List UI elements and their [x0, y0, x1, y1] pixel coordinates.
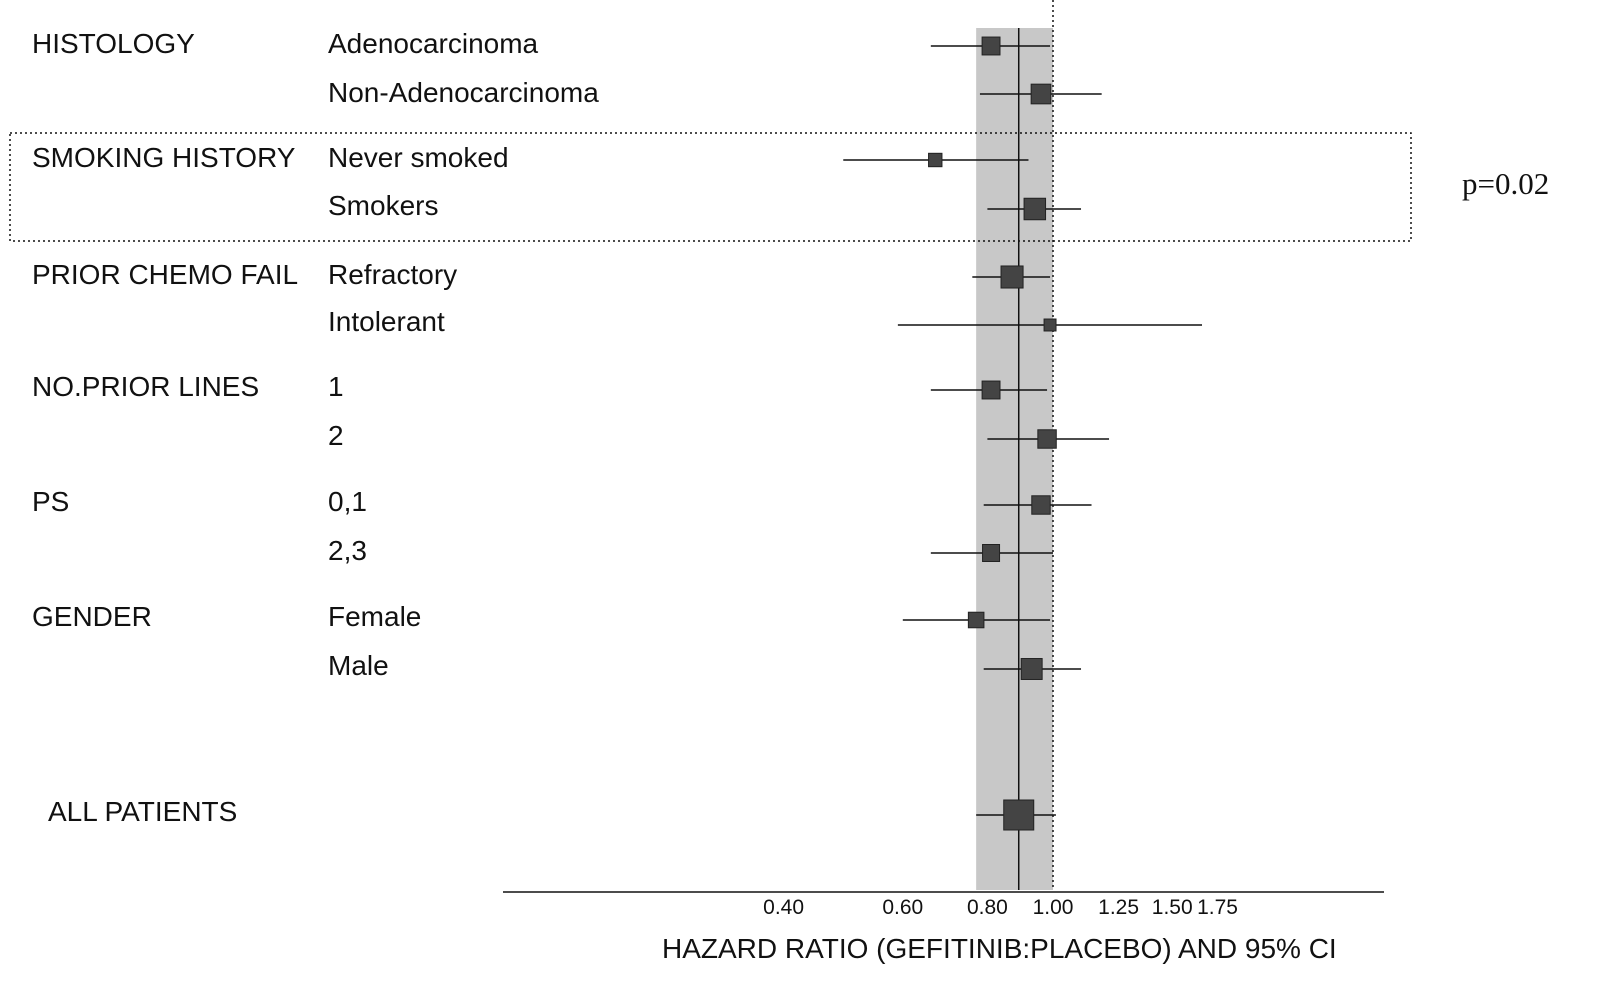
subgroup-label: 0,1	[328, 486, 367, 517]
subgroup-label: Adenocarcinoma	[328, 28, 539, 59]
x-axis-title: HAZARD RATIO (GEFITINIB:PLACEBO) AND 95%…	[662, 933, 1337, 964]
group-label-no-prior-lines: NO.PRIOR LINES	[32, 371, 260, 402]
x-tick-label: 0.80	[967, 896, 1008, 919]
hr-marker	[928, 152, 943, 168]
overall-label: ALL PATIENTS	[48, 796, 238, 827]
x-tick-label: 1.25	[1098, 896, 1139, 919]
subgroup-label: Non-Adenocarcinoma	[328, 77, 599, 108]
hr-marker	[1030, 83, 1052, 105]
subgroup-label: Female	[328, 601, 422, 632]
overall-hr-marker	[1003, 799, 1035, 831]
group-label-prior-chemo-fail: PRIOR CHEMO FAIL	[32, 259, 299, 290]
x-tick-label: 0.40	[763, 896, 804, 919]
subgroup-label: Smokers	[328, 190, 439, 221]
group-label-smoking-history: SMOKING HISTORY	[32, 142, 296, 173]
hr-marker	[1023, 197, 1047, 221]
hr-marker	[981, 36, 1001, 56]
subgroup-label: 2,3	[328, 535, 367, 566]
hr-marker	[1000, 265, 1024, 289]
p-value-smoking: p=0.02	[1462, 166, 1550, 201]
subgroup-label: Male	[328, 650, 389, 681]
highlight-box	[9, 132, 1412, 242]
x-tick-label: 1.50	[1152, 896, 1193, 919]
x-tick-label: 1.00	[1033, 896, 1074, 919]
x-tick-label: 1.75	[1197, 896, 1238, 919]
subgroup-label: Never smoked	[328, 142, 509, 173]
subgroup-label: 2	[328, 420, 344, 451]
x-tick-label: 0.60	[882, 896, 923, 919]
subgroup-label: Refractory	[328, 259, 458, 290]
hr-marker	[982, 544, 1001, 562]
group-label-gender: GENDER	[32, 601, 152, 632]
hr-marker	[1020, 658, 1043, 680]
hr-marker	[1043, 318, 1057, 332]
hr-marker	[981, 380, 1001, 400]
hr-marker	[1037, 429, 1057, 449]
subgroup-label: 1	[328, 371, 344, 402]
ci-band	[976, 28, 1053, 890]
group-label-histology: HISTOLOGY	[32, 28, 195, 59]
hr-marker	[1031, 495, 1051, 515]
group-label-ps: PS	[32, 486, 70, 517]
hr-marker	[967, 611, 985, 629]
subgroup-label: Intolerant	[328, 306, 445, 337]
